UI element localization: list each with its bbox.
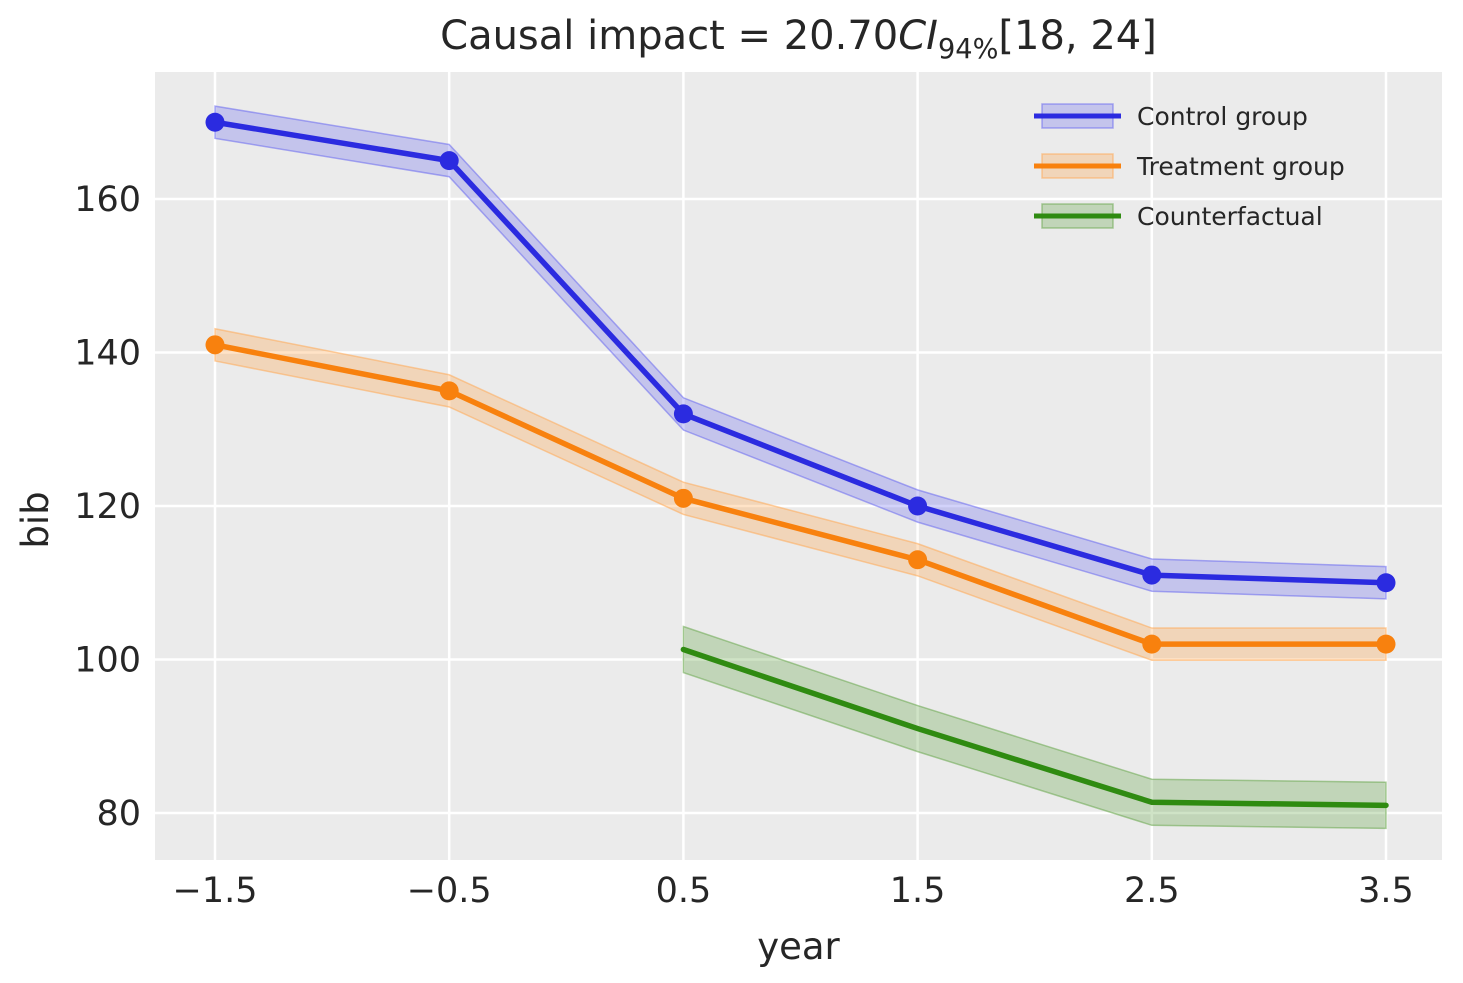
data-point-marker [673, 404, 693, 424]
plot-area [155, 72, 1442, 860]
data-point-marker [205, 112, 225, 132]
y-tick-label: 120 [74, 487, 141, 527]
y-tick-label: 80 [96, 794, 141, 834]
x-axis-label: year [757, 925, 840, 968]
series-control-group [205, 105, 1396, 600]
title-ci-level: 94% [937, 34, 999, 65]
series-treatment-group [205, 327, 1396, 662]
legend-label: Control group [1137, 102, 1308, 131]
confidence-band [214, 105, 1387, 600]
legend-entry: Control group [1034, 102, 1308, 131]
y-tick-labels: 160 140 120 100 80 [74, 180, 141, 834]
title-ci-symbol: CI [898, 13, 938, 59]
series-counterfactual [680, 625, 1389, 830]
data-point-marker [439, 151, 459, 171]
y-axis-label: bib [14, 491, 57, 549]
data-point-marker [1376, 573, 1396, 593]
x-tick-label: 1.5 [890, 871, 946, 911]
legend-entry: Treatment group [1034, 152, 1345, 181]
series-line [212, 342, 1389, 647]
x-tick-label: 3.5 [1358, 871, 1414, 911]
data-point-marker [908, 496, 928, 516]
title-prefix: Causal impact = 20.70 [440, 13, 899, 59]
data-point-marker [205, 335, 225, 355]
data-point-marker [673, 488, 693, 508]
x-tick-label: 2.5 [1124, 871, 1180, 911]
data-point-marker [1142, 565, 1162, 585]
data-point-marker [1376, 634, 1396, 654]
confidence-band [214, 327, 1387, 662]
data-point-marker [1142, 634, 1162, 654]
x-tick-label: −0.5 [407, 871, 492, 911]
data-point-marker [908, 550, 928, 570]
x-tick-label: 0.5 [656, 871, 712, 911]
confidence-band [682, 625, 1387, 830]
y-tick-label: 100 [74, 641, 141, 681]
series-line [680, 646, 1389, 809]
y-tick-label: 140 [74, 334, 141, 374]
title-ci-interval: [18, 24] [998, 13, 1157, 59]
legend-label: Treatment group [1136, 152, 1345, 181]
chart-title: Causal impact = 20.70CI94%[18, 24] [155, 13, 1442, 63]
legend: Control group Treatment group Counterfactu… [1034, 102, 1345, 231]
y-tick-label: 160 [74, 180, 141, 220]
x-tick-labels: −1.5 −0.5 0.5 1.5 2.5 3.5 [173, 871, 1414, 911]
legend-entry: Counterfactual [1034, 202, 1323, 231]
legend-label: Counterfactual [1137, 202, 1323, 231]
series-line [212, 119, 1389, 586]
data-point-marker [439, 381, 459, 401]
grid [155, 72, 1442, 860]
x-tick-label: −1.5 [173, 871, 258, 911]
